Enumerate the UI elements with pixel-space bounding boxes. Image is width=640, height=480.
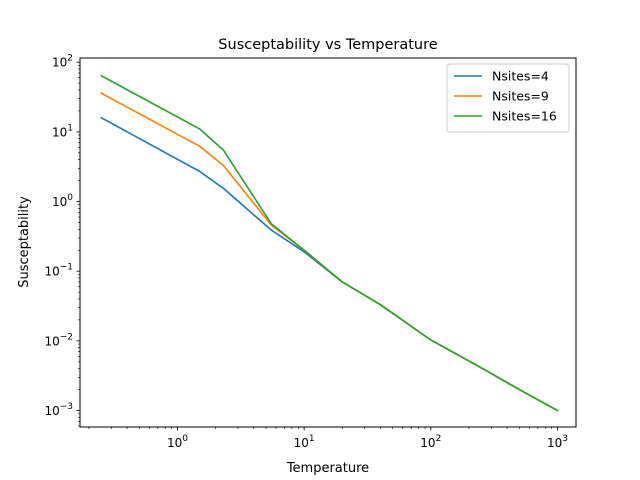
y-axis-ticks: 10−3 10−2 10−1 100 101 102 xyxy=(44,54,80,427)
y-tick-label: 101 xyxy=(52,123,73,139)
x-tick-label: 103 xyxy=(547,434,568,450)
y-tick-label: 100 xyxy=(52,193,73,209)
legend-box xyxy=(446,63,570,133)
plot-area-frame xyxy=(79,57,577,428)
y-tick-label: 10−2 xyxy=(44,332,73,348)
y-tick-label: 10−1 xyxy=(44,263,73,279)
x-axis-label: Temperature xyxy=(286,461,369,476)
series-line-3 xyxy=(100,74,559,412)
legend-label: Nsites=4 xyxy=(492,69,549,84)
x-tick-label: 100 xyxy=(167,434,188,450)
plot-lines xyxy=(100,74,559,412)
x-tick-label: 101 xyxy=(294,434,315,450)
y-tick-label: 10−3 xyxy=(44,402,73,418)
x-tick-label: 102 xyxy=(420,434,441,450)
x-axis-ticks: 100 101 102 103 xyxy=(88,427,568,450)
y-axis-label: Susceptability xyxy=(17,196,32,288)
y-tick-label: 102 xyxy=(52,54,73,70)
legend-label: Nsites=16 xyxy=(492,109,557,124)
chart-title: Susceptability vs Temperature xyxy=(218,37,437,53)
legend-label: Nsites=9 xyxy=(492,89,549,104)
legend: Nsites=4 Nsites=9 Nsites=16 xyxy=(446,63,570,133)
